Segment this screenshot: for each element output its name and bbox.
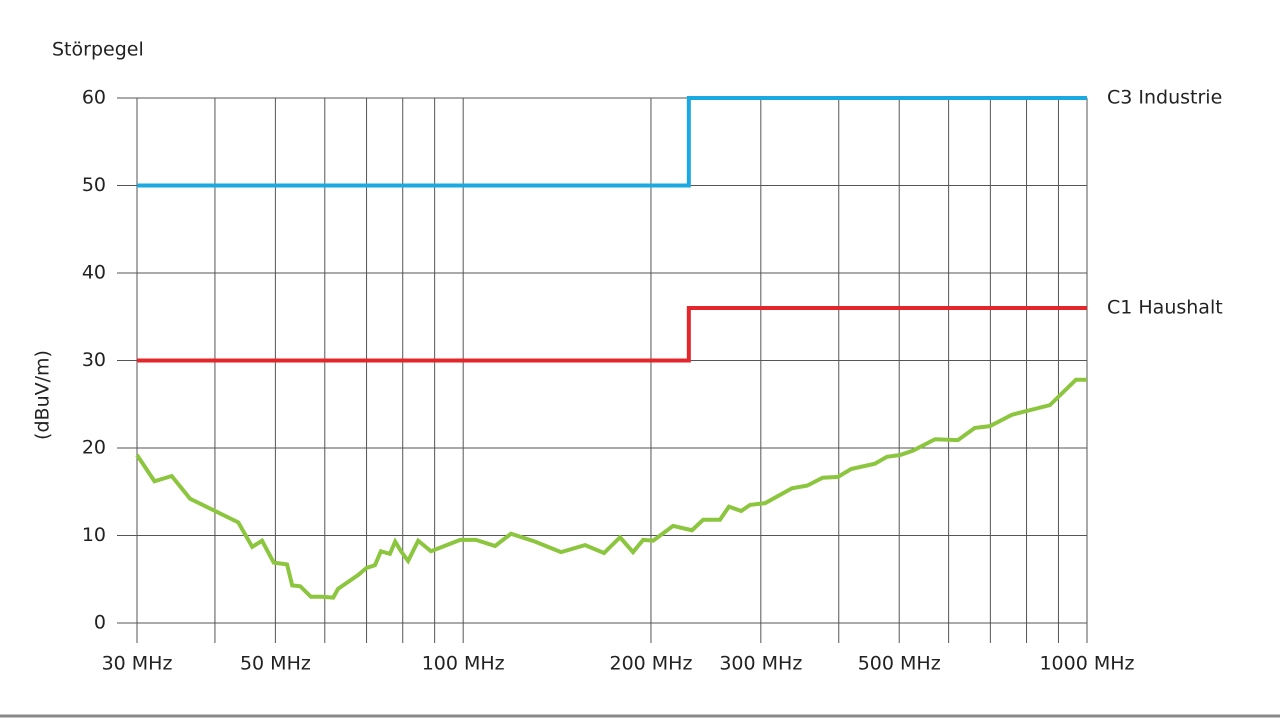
series-label: C1 Haushalt — [1107, 297, 1223, 319]
y-tick-label: 60 — [82, 87, 106, 109]
series-label: C3 Industrie — [1107, 87, 1222, 109]
y-axis-label: (dBuV/m) — [32, 350, 54, 440]
y-tick-label: 20 — [82, 437, 106, 459]
x-tick-label: 300 MHz — [719, 653, 802, 675]
y-tick-label: 50 — [82, 174, 106, 196]
x-tick-label: 50 MHz — [240, 653, 311, 675]
series-line — [135, 377, 1087, 600]
y-tick-label: 30 — [82, 349, 106, 371]
y-tick-label: 10 — [82, 524, 106, 546]
series-line — [137, 96, 1087, 188]
x-tick-label: 200 MHz — [609, 653, 692, 675]
x-tick-label: 500 MHz — [858, 653, 941, 675]
x-tick-label: 1000 MHz — [1039, 653, 1134, 675]
x-tick-label: 30 MHz — [102, 653, 173, 675]
y-tick-label: 40 — [82, 262, 106, 284]
chart-title: Störpegel — [52, 39, 144, 61]
series-line — [137, 306, 1087, 363]
y-tick-label: 0 — [94, 612, 106, 634]
x-tick-label: 100 MHz — [422, 653, 505, 675]
